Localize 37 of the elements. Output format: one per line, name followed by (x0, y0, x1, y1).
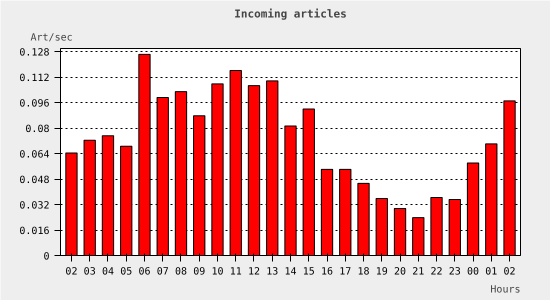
x-tick-label: 17 (339, 266, 352, 278)
chart-title: Incoming articles (234, 8, 347, 20)
x-axis-title: Hours (490, 284, 521, 296)
x-tick-label: 21 (412, 266, 424, 278)
x-tick-label: 22 (430, 266, 443, 278)
y-tick-label: 0 (43, 252, 50, 262)
x-tick-label: 06 (138, 266, 150, 278)
y-tick-label: 0.048 (19, 175, 50, 186)
x-tick-label: 02 (65, 266, 78, 278)
x-tick-label: 07 (156, 266, 169, 278)
x-tick-label: 14 (284, 266, 297, 278)
x-tick-label: 15 (302, 266, 315, 278)
x-tick-label: 05 (120, 266, 132, 278)
x-tick-label: 00 (467, 266, 480, 278)
x-tick-label: 03 (84, 266, 96, 278)
x-tick-label: 08 (174, 266, 188, 278)
x-tick-label: 13 (266, 266, 278, 278)
x-tick-label: 02 (504, 266, 516, 278)
y-tick-label: 0.08 (25, 124, 50, 136)
x-tick-label: 16 (320, 266, 334, 278)
y-tick-label: 0.016 (19, 226, 50, 238)
x-tick-label: 19 (376, 266, 388, 278)
y-tick-label: 0.128 (19, 48, 50, 59)
x-tick-label: 04 (102, 266, 114, 278)
x-tick-label: 18 (357, 266, 370, 278)
x-tick-label: 01 (485, 266, 498, 278)
y-axis-title: Art/sec (30, 32, 73, 44)
y-tick-label: 0.032 (19, 200, 50, 212)
x-tick-label: 20 (394, 266, 406, 278)
x-tick-label: 10 (211, 266, 224, 278)
x-tick-label: 12 (248, 266, 260, 278)
y-tick-label: 0.112 (19, 73, 50, 84)
y-tick-label: 0.096 (19, 98, 50, 110)
x-tick-label: 23 (448, 266, 461, 278)
x-tick-label: 11 (230, 266, 242, 278)
x-tick-label: 09 (193, 266, 206, 278)
y-tick-label: 0.064 (19, 150, 50, 161)
